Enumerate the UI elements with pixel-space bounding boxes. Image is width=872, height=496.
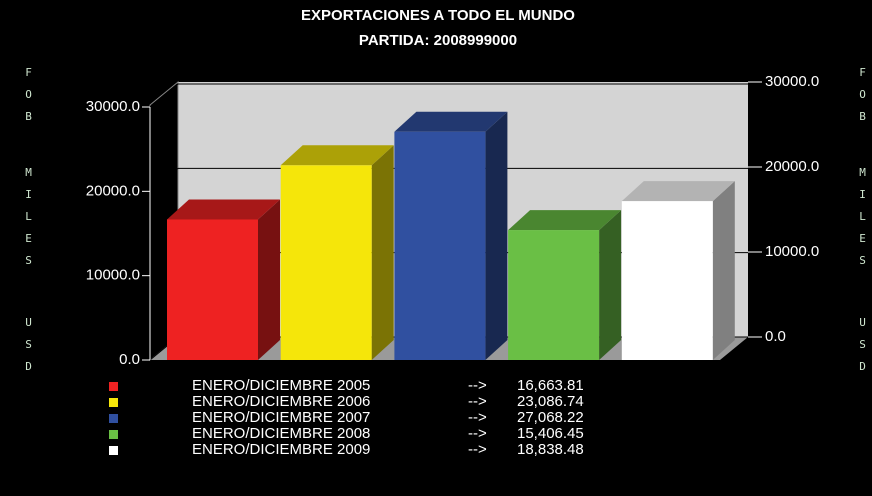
data-label: 16,663.81 [517, 377, 584, 394]
legend-label: ENERO/DICIEMBRE 2008 [192, 425, 370, 442]
legend-separator: --> [468, 393, 487, 410]
bar [508, 210, 622, 360]
legend-swatch [109, 430, 118, 439]
grid-line [149, 83, 179, 108]
y2-tick-label: 0.0 [765, 328, 786, 345]
y-axis-label: FOB [22, 66, 35, 132]
bar [167, 199, 280, 360]
grid-line [149, 167, 179, 192]
legend-label: ENERO/DICIEMBRE 2007 [192, 409, 370, 426]
bar-front [167, 219, 258, 360]
data-label: 27,068.22 [517, 409, 584, 426]
y-axis-label: USD [22, 316, 35, 382]
data-label: 15,406.45 [517, 425, 584, 442]
bar-front [394, 131, 486, 360]
legend-separator: --> [468, 409, 487, 426]
bar-front [280, 165, 372, 360]
legend-separator: --> [468, 425, 487, 442]
y2-tick-label: 10000.0 [765, 243, 819, 260]
y-tick-label: 0.0 [119, 351, 140, 368]
legend-label: ENERO/DICIEMBRE 2005 [192, 377, 370, 394]
data-label: 18,838.48 [517, 441, 584, 458]
legend-separator: --> [468, 441, 487, 458]
bar-top [280, 145, 394, 166]
bar-front [508, 230, 600, 360]
bar-top [167, 199, 280, 220]
bar-side [371, 145, 394, 360]
bar [280, 145, 394, 360]
bar [394, 111, 508, 361]
bar-front [621, 201, 713, 360]
bar-top [394, 111, 508, 132]
bar-side [712, 181, 735, 360]
bar-top [508, 210, 622, 231]
data-label: 23,086.74 [517, 393, 584, 410]
legend-separator: --> [468, 377, 487, 394]
bar-side [485, 111, 508, 361]
y-axis-label: FOB [856, 66, 869, 132]
bar-top [621, 181, 735, 202]
y-axis-label: USD [856, 316, 869, 382]
chart-subtitle: PARTIDA: 2008999000 [359, 32, 517, 49]
y2-tick-label: 30000.0 [765, 73, 819, 90]
legend-label: ENERO/DICIEMBRE 2009 [192, 441, 370, 458]
y-tick-label: 10000.0 [86, 267, 140, 284]
y-tick-label: 30000.0 [86, 98, 140, 115]
legend-label: ENERO/DICIEMBRE 2006 [192, 393, 370, 410]
bar-side [258, 199, 280, 360]
bar [621, 181, 735, 360]
legend-swatch [109, 414, 118, 423]
bar-side [599, 210, 622, 360]
legend-swatch [109, 398, 118, 407]
y2-tick-label: 20000.0 [765, 158, 819, 175]
chart-title: EXPORTACIONES A TODO EL MUNDO [301, 7, 575, 24]
legend-swatch [109, 382, 118, 391]
legend-swatch [109, 446, 118, 455]
y-axis-label: MILES [856, 166, 869, 276]
y-axis-label: MILES [22, 166, 35, 276]
y-tick-label: 20000.0 [86, 182, 140, 199]
